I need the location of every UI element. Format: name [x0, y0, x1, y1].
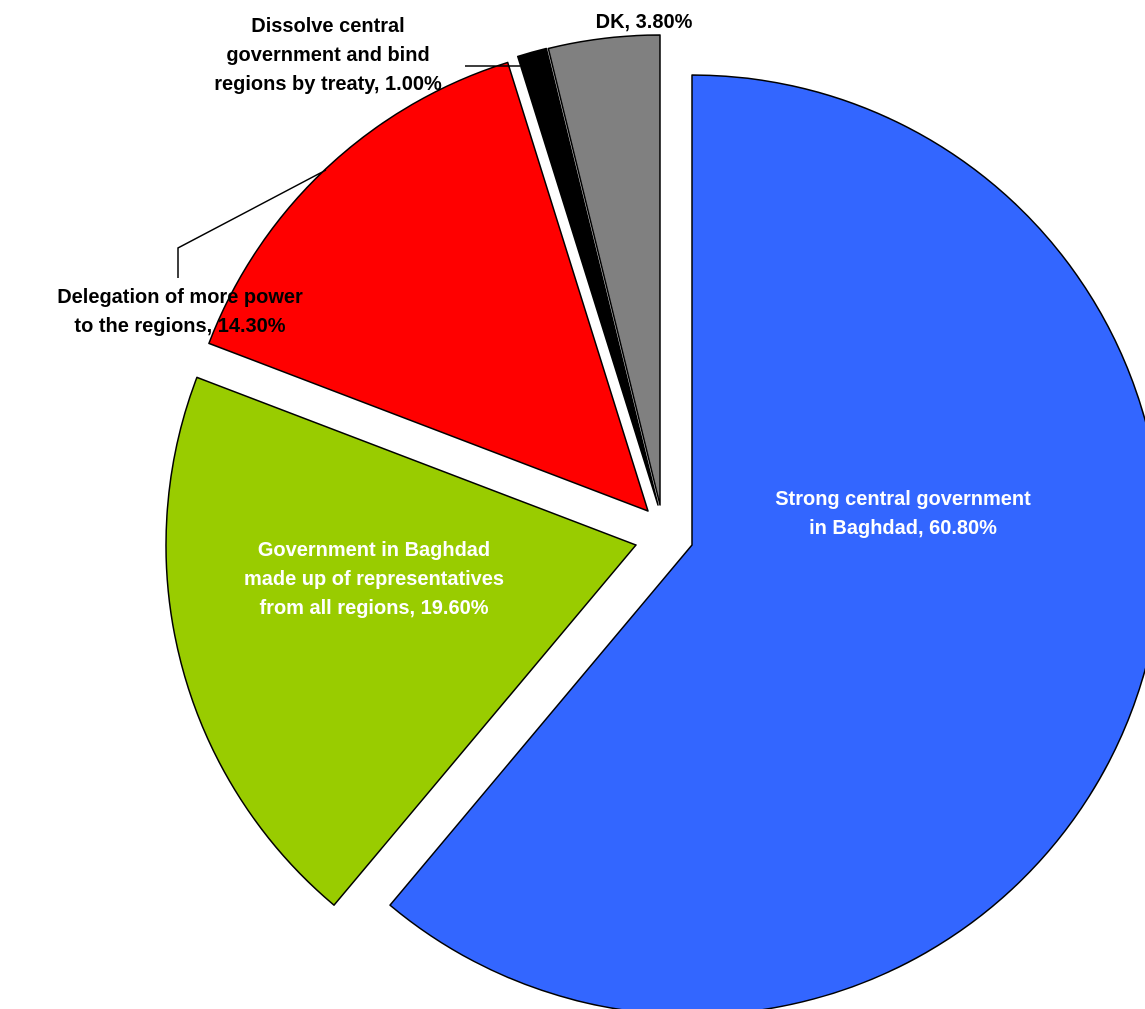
slice-label-line: Government in Baghdad [258, 539, 490, 561]
pie-slice-3 [208, 61, 649, 512]
slice-label-line: Strong central government [775, 488, 1031, 510]
slice-label-2: Government in Baghdad made up of represen… [244, 539, 504, 619]
slice-label-5: DK, 3.80% [596, 11, 693, 33]
slice-label-line: regions by treaty, 1.00% [214, 73, 442, 95]
slice-label-line: in Baghdad, 60.80% [809, 517, 997, 539]
pie-slice-1 [389, 74, 1145, 1009]
leader-line-3 [177, 169, 327, 278]
leader-lines [177, 65, 520, 278]
pie-slice-4 [516, 47, 659, 506]
slice-label-line: DK, 3.80% [596, 11, 693, 33]
slice-label-3: Delegation of more power to the regions, … [57, 286, 303, 337]
pie-slice-5 [547, 34, 661, 506]
pie-slices [165, 34, 1145, 1009]
slice-label-line: made up of representatives [244, 568, 504, 590]
slice-label-line: Dissolve central [251, 15, 404, 37]
slice-label-line: from all regions, 19.60% [260, 597, 489, 619]
slice-labels: Strong central government in Baghdad, 60.… [57, 11, 1031, 619]
slice-label-line: to the regions, 14.30% [74, 315, 285, 337]
slice-label-1: Strong central government in Baghdad, 60.… [775, 488, 1031, 539]
slice-label-line: government and bind [226, 44, 429, 66]
slice-label-line: Delegation of more power [57, 286, 303, 308]
slice-label-4: Dissolve central government and bind regio… [214, 15, 442, 95]
pie-slice-2 [165, 376, 637, 906]
